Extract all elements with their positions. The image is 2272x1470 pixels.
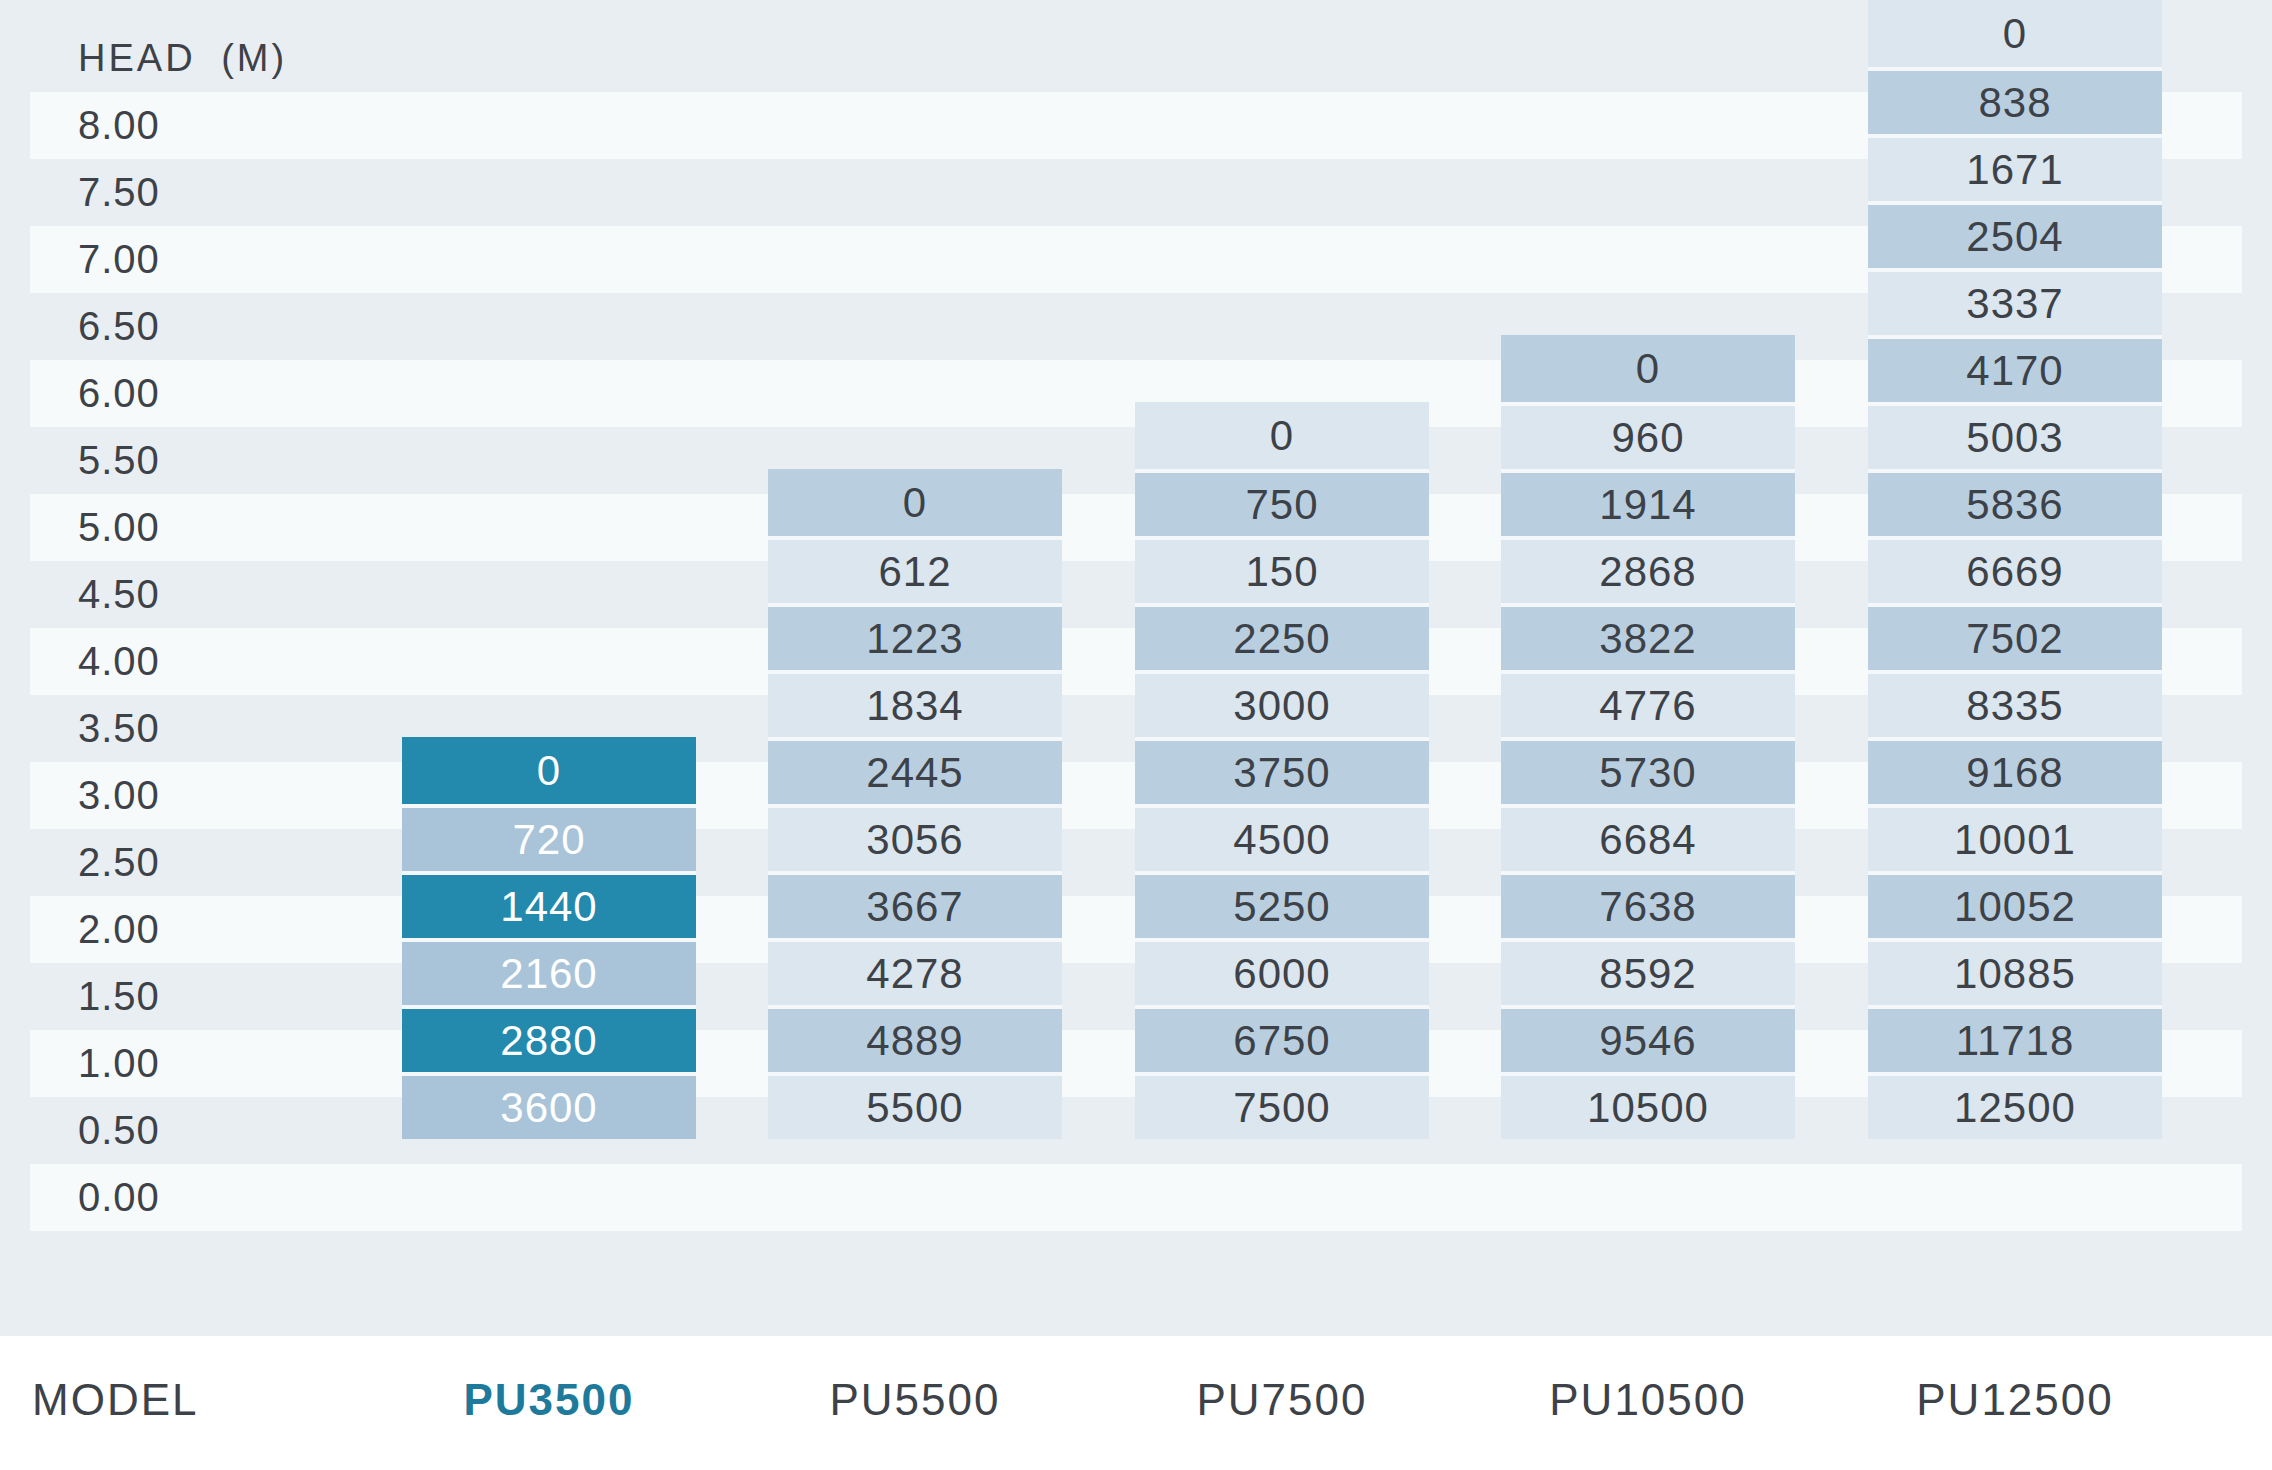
flow-cell-pu3500-head-2.00: 720: [402, 804, 696, 871]
model-name-pu7500: PU7500: [1196, 1368, 1367, 1432]
flow-cell-pu3500-head-2.50: 0: [402, 737, 696, 804]
model-name-pu5500: PU5500: [829, 1368, 1000, 1432]
head-value-label: 5.50: [78, 427, 278, 494]
flow-cell-pu7500-head-0.50: 6750: [1135, 1005, 1429, 1072]
head-value-label: 8.00: [78, 92, 278, 159]
flow-cell-pu12500-head-6.50: 2504: [1868, 201, 2162, 268]
flow-cell-pu12500-head-2.00: 10001: [1868, 804, 2162, 871]
flow-cell-pu10500-head-5.00: 960: [1501, 402, 1795, 469]
head-value-label: 3.50: [78, 695, 278, 762]
flow-cell-pu7500-head-1.50: 5250: [1135, 871, 1429, 938]
head-value-label: 4.00: [78, 628, 278, 695]
flow-cell-pu7500-head-3.50: 2250: [1135, 603, 1429, 670]
flow-cell-pu5500-head-1.50: 3667: [768, 871, 1062, 938]
flow-cell-pu5500-head-4.00: 612: [768, 536, 1062, 603]
flow-cell-pu10500-head-3.50: 3822: [1501, 603, 1795, 670]
head-value-label: 0.50: [78, 1097, 278, 1164]
flow-cell-pu12500-head-8.00: 0: [1868, 0, 2162, 67]
flow-cell-pu5500-head-4.50: 0: [768, 469, 1062, 536]
flow-cell-pu10500-head-1.50: 7638: [1501, 871, 1795, 938]
flow-cell-pu10500-head-2.50: 5730: [1501, 737, 1795, 804]
flow-cell-pu3500-head-0.50: 2880: [402, 1005, 696, 1072]
flow-cell-pu5500-head-0.50: 4889: [768, 1005, 1062, 1072]
head-value-label: 5.00: [78, 494, 278, 561]
model-name-pu3500: PU3500: [463, 1368, 634, 1432]
flow-cell-pu5500-head-2.50: 2445: [768, 737, 1062, 804]
flow-cell-pu10500-head-4.00: 2868: [1501, 536, 1795, 603]
flow-cell-pu10500-head-1.00: 8592: [1501, 938, 1795, 1005]
head-value-label: 4.50: [78, 561, 278, 628]
flow-cell-pu12500-head-7.00: 1671: [1868, 134, 2162, 201]
flow-cell-pu5500-head-1.00: 4278: [768, 938, 1062, 1005]
flow-cell-pu7500-head-0.00: 7500: [1135, 1072, 1429, 1139]
flow-cell-pu10500-head-0.00: 10500: [1501, 1072, 1795, 1139]
flow-cell-pu12500-head-3.00: 8335: [1868, 670, 2162, 737]
flow-cell-pu7500-head-3.00: 3000: [1135, 670, 1429, 737]
flow-cell-pu7500-head-2.00: 4500: [1135, 804, 1429, 871]
head-value-label: 2.00: [78, 896, 278, 963]
head-value-label: 6.50: [78, 293, 278, 360]
flow-cell-pu3500-head-1.00: 2160: [402, 938, 696, 1005]
head-value-label: 1.50: [78, 963, 278, 1030]
head-value-label: 6.00: [78, 360, 278, 427]
flow-cell-pu12500-head-5.00: 5003: [1868, 402, 2162, 469]
flow-cell-pu7500-head-1.00: 6000: [1135, 938, 1429, 1005]
flow-cell-pu12500-head-4.50: 5836: [1868, 469, 2162, 536]
flow-cell-pu7500-head-5.00: 0: [1135, 402, 1429, 469]
page-title: HEAD (M): [78, 36, 287, 80]
flow-cell-pu12500-head-7.50: 838: [1868, 67, 2162, 134]
flow-cell-pu12500-head-4.00: 6669: [1868, 536, 2162, 603]
head-value-label: 7.50: [78, 159, 278, 226]
flow-cell-pu12500-head-1.00: 10885: [1868, 938, 2162, 1005]
model-name-pu10500: PU10500: [1549, 1368, 1746, 1432]
flow-cell-pu7500-head-2.50: 3750: [1135, 737, 1429, 804]
flow-cell-pu12500-head-3.50: 7502: [1868, 603, 2162, 670]
flow-cell-pu5500-head-2.00: 3056: [768, 804, 1062, 871]
flow-cell-pu12500-head-0.50: 11718: [1868, 1005, 2162, 1072]
model-name-pu12500: PU12500: [1916, 1368, 2113, 1432]
flow-cell-pu7500-head-4.00: 150: [1135, 536, 1429, 603]
head-value-label: 1.00: [78, 1030, 278, 1097]
head-value-label: 2.50: [78, 829, 278, 896]
flow-cell-pu10500-head-3.00: 4776: [1501, 670, 1795, 737]
flow-cell-pu3500-head-0.00: 3600: [402, 1072, 696, 1139]
flow-cell-pu3500-head-1.50: 1440: [402, 871, 696, 938]
flow-cell-pu12500-head-6.00: 3337: [1868, 268, 2162, 335]
flow-cell-pu10500-head-5.50: 0: [1501, 335, 1795, 402]
flow-cell-pu12500-head-2.50: 9168: [1868, 737, 2162, 804]
flow-cell-pu5500-head-3.50: 1223: [768, 603, 1062, 670]
flow-cell-pu10500-head-0.50: 9546: [1501, 1005, 1795, 1072]
table-row: 0.00: [30, 1164, 2242, 1231]
flow-cell-pu12500-head-0.00: 12500: [1868, 1072, 2162, 1139]
head-value-label: 7.00: [78, 226, 278, 293]
flow-cell-pu5500-head-3.00: 1834: [768, 670, 1062, 737]
model-row-heading: MODEL: [32, 1368, 198, 1432]
head-value-label: 3.00: [78, 762, 278, 829]
flow-cell-pu12500-head-5.50: 4170: [1868, 335, 2162, 402]
flow-cell-pu7500-head-4.50: 750: [1135, 469, 1429, 536]
flow-cell-pu12500-head-1.50: 10052: [1868, 871, 2162, 938]
flow-cell-pu10500-head-4.50: 1914: [1501, 469, 1795, 536]
flow-cell-pu5500-head-0.00: 5500: [768, 1072, 1062, 1139]
flow-cell-pu10500-head-2.00: 6684: [1501, 804, 1795, 871]
head-value-label: 0.00: [78, 1164, 278, 1231]
